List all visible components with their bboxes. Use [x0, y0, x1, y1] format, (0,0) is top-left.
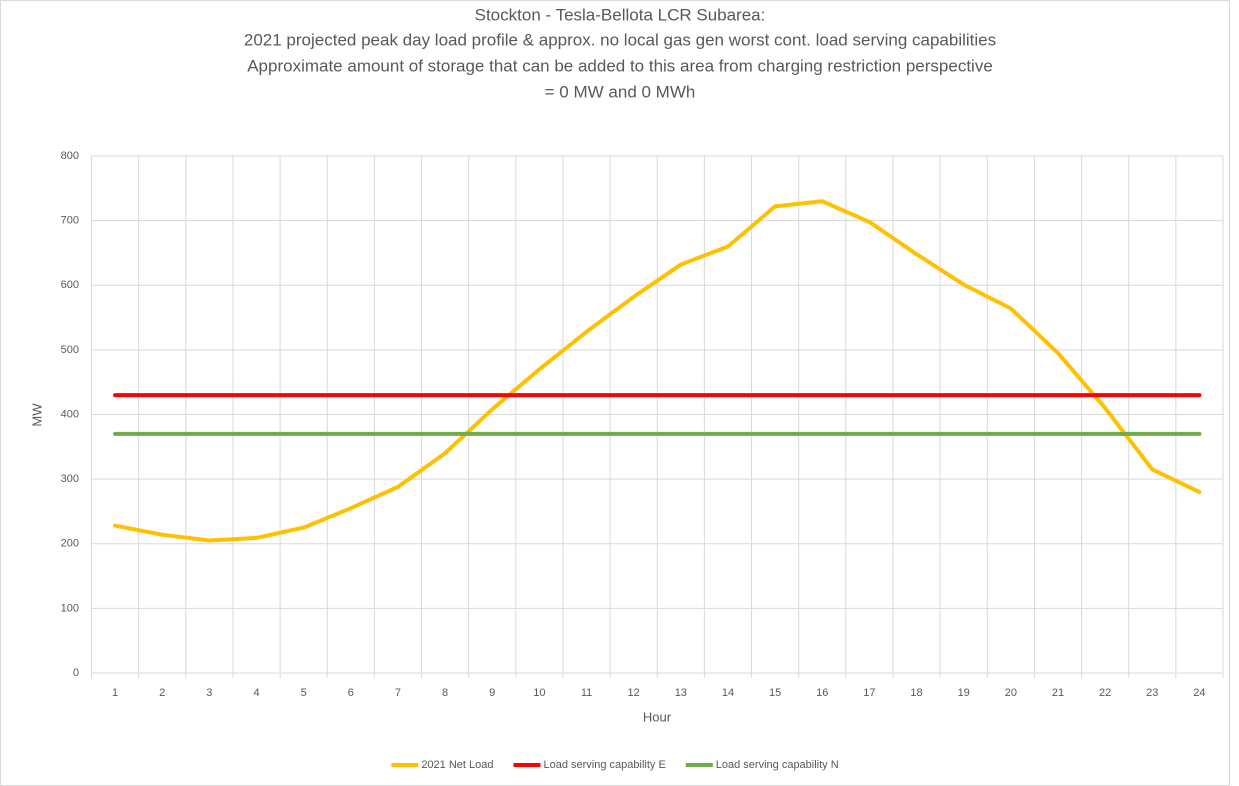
x-tick-label: 3 [206, 687, 212, 699]
legend-label: Load serving capability N [716, 759, 839, 771]
x-tick-label: 1 [112, 687, 118, 699]
x-tick-label: 22 [1099, 687, 1111, 699]
x-tick-label: 13 [675, 687, 687, 699]
x-tick-label: 7 [395, 687, 401, 699]
x-tick-label: 16 [816, 687, 828, 699]
x-tick-label: 2 [159, 687, 165, 699]
chart-title: 2021 projected peak day load profile & a… [244, 30, 996, 49]
x-tick-label: 12 [628, 687, 640, 699]
x-tick-label: 24 [1193, 687, 1205, 699]
x-tick-label: 20 [1005, 687, 1017, 699]
x-tick-label: 8 [442, 687, 448, 699]
x-tick-label: 19 [958, 687, 970, 699]
y-tick-label: 500 [61, 344, 79, 356]
x-tick-label: 23 [1146, 687, 1158, 699]
y-tick-label: 800 [61, 150, 79, 162]
series-line [113, 199, 1202, 543]
y-tick-label: 300 [61, 473, 79, 485]
x-tick-label: 15 [769, 687, 781, 699]
y-tick-label: 0 [73, 667, 79, 679]
x-tick-label: 11 [581, 687, 592, 699]
x-tick-label: 9 [489, 687, 495, 699]
x-tick-label: 21 [1052, 687, 1064, 699]
x-tick-label: 17 [863, 687, 875, 699]
chart-title: Approximate amount of storage that can b… [247, 56, 993, 75]
x-tick-label: 5 [301, 687, 307, 699]
chart-title: = 0 MW and 0 MWh [545, 82, 696, 101]
x-tick-label: 18 [910, 687, 922, 699]
y-axis-title: MW [29, 403, 44, 427]
x-tick-label: 4 [253, 687, 259, 699]
legend-label: 2021 Net Load [421, 759, 493, 771]
y-tick-label: 600 [61, 279, 79, 291]
legend-label: Load serving capability E [543, 759, 665, 771]
y-tick-label: 100 [61, 602, 79, 614]
x-tick-label: 10 [533, 687, 545, 699]
x-axis-title: Hour [643, 709, 672, 724]
y-tick-label: 400 [61, 408, 79, 420]
x-tick-label: 6 [348, 687, 354, 699]
x-tick-label: 14 [722, 687, 734, 699]
chart-title: Stockton - Tesla-Bellota LCR Subarea: [475, 5, 766, 24]
y-tick-label: 700 [61, 215, 79, 227]
y-tick-label: 200 [61, 538, 79, 550]
